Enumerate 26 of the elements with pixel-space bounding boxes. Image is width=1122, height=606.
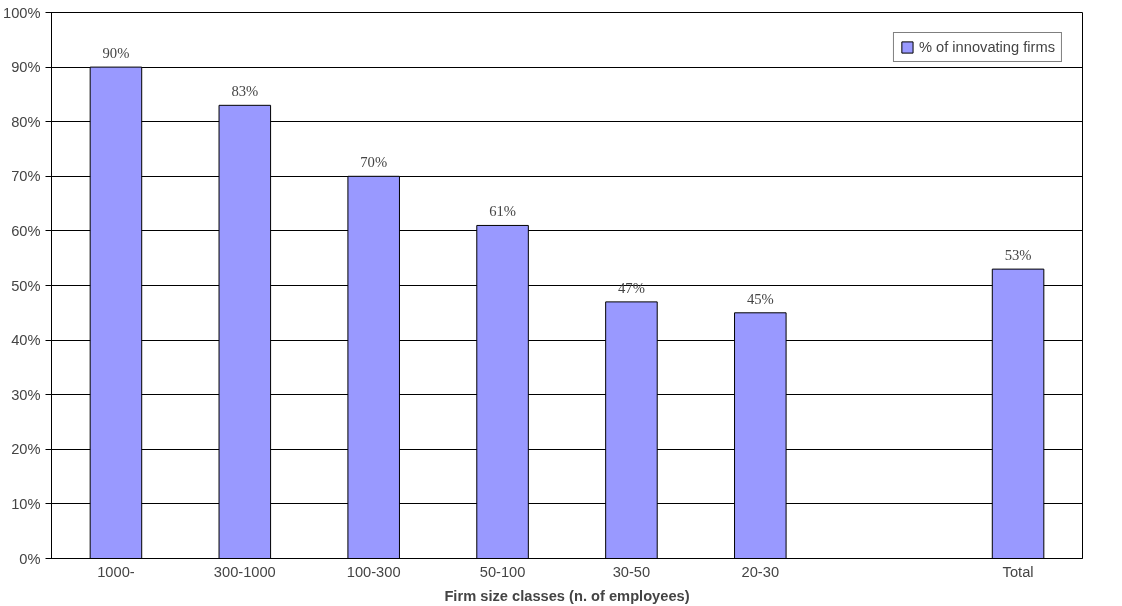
y-tick-label: 30% [11,386,41,403]
data-label: 61% [489,203,517,220]
y-tick-label: 60% [11,222,41,239]
y-tick-label: 20% [11,441,41,458]
data-label: 53% [1004,247,1032,264]
y-tick-label: 70% [11,168,41,185]
data-label: 70% [360,154,388,171]
x-tick-label: Total [1002,563,1034,580]
y-tick-label: 50% [11,277,41,294]
x-tick-label: 20-30 [741,563,780,580]
y-tick-label: 0% [19,550,41,567]
data-label: 45% [746,290,774,307]
x-tick-label: 50-100 [479,563,526,580]
data-label: 90% [102,45,130,62]
data-label: 83% [231,83,259,100]
y-tick-label: 10% [11,495,41,512]
x-axis-title: Firm size classes (n. of employees) [444,587,690,604]
y-tick-label: 80% [11,113,41,130]
y-tick-label: 100% [3,4,41,21]
y-tick-label: 40% [11,332,41,349]
x-tick-label: 30-50 [612,563,651,580]
legend-label: % of innovating firms [918,39,1055,55]
x-tick-label: 100-300 [346,563,401,580]
y-tick-label: 90% [11,59,41,76]
x-tick-label: 1000- [97,563,135,580]
x-tick-label: 300-1000 [213,563,276,580]
